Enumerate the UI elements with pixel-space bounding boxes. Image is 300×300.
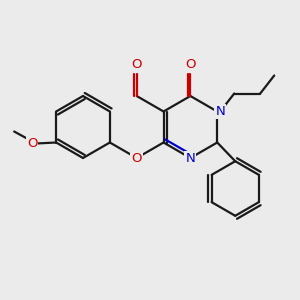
Text: N: N (185, 152, 195, 166)
Text: N: N (215, 105, 225, 118)
Text: O: O (27, 137, 38, 150)
Text: O: O (131, 58, 142, 71)
Text: O: O (185, 58, 196, 71)
Text: O: O (131, 152, 142, 166)
